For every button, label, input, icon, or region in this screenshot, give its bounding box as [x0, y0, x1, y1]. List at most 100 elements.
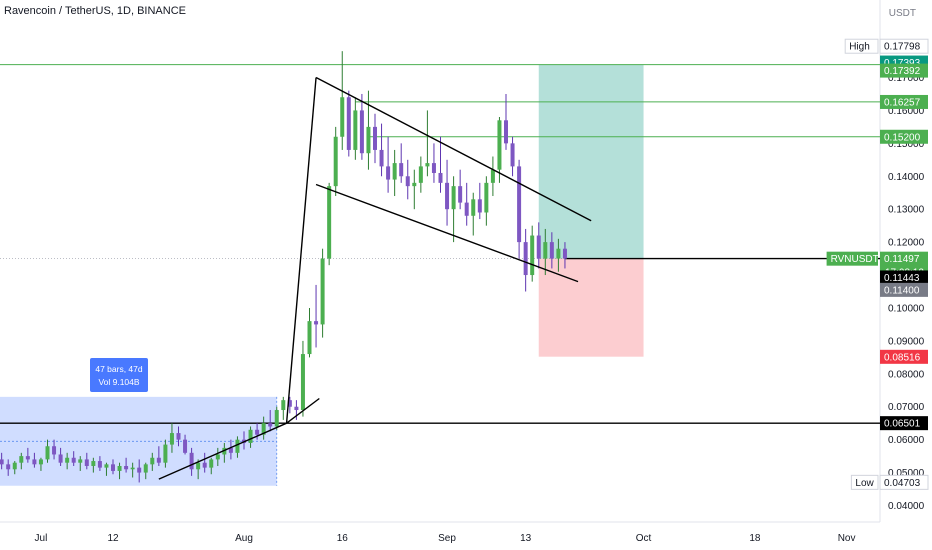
candle-body: [84, 459, 89, 466]
price-tick-label: 0.05000: [888, 468, 925, 479]
candle-body: [281, 400, 286, 411]
price-label-name: Low: [855, 478, 874, 489]
candle-body: [386, 166, 391, 180]
price-label-name-box: [850, 474, 879, 490]
candle-body: [248, 429, 253, 443]
price-label-value: 0.11443: [884, 273, 920, 284]
price-tick-label: 0.17000: [888, 73, 925, 84]
candle-body: [287, 400, 292, 407]
price-label-name: High: [849, 42, 870, 53]
candle-body: [12, 462, 17, 470]
price-tick-label: 0.12000: [888, 238, 925, 249]
candle-body: [183, 439, 188, 453]
candle-body: [78, 459, 83, 463]
candle-body: [117, 465, 122, 471]
price-label-box: [880, 129, 928, 144]
candle-body: [32, 459, 37, 465]
candle-body: [484, 182, 489, 213]
price-tick-label: 0.04000: [888, 501, 925, 512]
candle-body: [392, 163, 397, 180]
candle-body: [490, 169, 495, 183]
candle-body: [300, 354, 305, 411]
candle-body: [412, 182, 417, 187]
candle-body: [65, 457, 70, 463]
time-tick-label: 13: [520, 533, 532, 544]
candle-body: [307, 321, 312, 355]
time-tick-label: Nov: [838, 533, 856, 544]
candle-body: [111, 464, 115, 471]
price-label-box: [879, 38, 929, 54]
candle-body: [124, 465, 129, 470]
price-tick-label: 0.13000: [888, 205, 925, 216]
candle-body: [45, 446, 50, 460]
price-label-value: 0.11400: [884, 285, 920, 296]
price-label-value: 0.11497: [884, 254, 920, 265]
price-label-value: 0.15200: [884, 132, 921, 143]
trendline: [315, 76, 592, 222]
candle-body: [91, 461, 96, 466]
symbol-title: Ravencoin / TetherUS, 1D, BINANCE: [4, 5, 186, 17]
trendline: [158, 422, 287, 480]
candle-body: [497, 120, 502, 170]
time-tick-label: 12: [107, 533, 119, 544]
candle-body: [215, 454, 220, 460]
candle-body: [523, 242, 528, 276]
candle-body: [517, 166, 522, 243]
candle-body: [38, 459, 43, 465]
candle-body: [268, 423, 273, 427]
candle-body: [451, 186, 456, 210]
candle-body: [130, 467, 135, 470]
candle-body: [0, 459, 4, 465]
candle-body: [314, 321, 319, 325]
candle-body: [438, 172, 443, 183]
candle-body: [399, 163, 404, 177]
candle-body: [346, 97, 351, 150]
candle-body: [445, 182, 450, 210]
time-tick-label: 18: [749, 533, 761, 544]
price-label-box: [880, 270, 928, 285]
price-label-value: 0.17392: [884, 66, 921, 77]
time-tick-label: Oct: [636, 533, 652, 544]
range-volume-label: Vol 9.104B: [98, 377, 139, 387]
trendline: [315, 183, 579, 283]
price-label-box: [880, 63, 928, 78]
price-label-box: [880, 94, 928, 109]
candle-body: [471, 199, 476, 216]
candle-body: [359, 110, 364, 154]
price-tick-label: 0.15000: [888, 139, 925, 150]
price-label-value: 0.16257: [884, 97, 921, 108]
candle-body: [379, 149, 384, 167]
candle-body: [274, 410, 279, 427]
candle-body: [150, 457, 155, 465]
time-tick-label: Aug: [235, 533, 253, 544]
candle-body: [6, 464, 11, 470]
price-tick-label: 0.10000: [888, 303, 925, 314]
candle-body: [169, 433, 174, 445]
candle-body: [405, 176, 410, 187]
candle-body: [25, 456, 30, 460]
time-tick-label: Jul: [35, 533, 48, 544]
candle-body: [504, 120, 508, 144]
currency-label: USDT: [889, 8, 916, 19]
candle-body: [255, 429, 260, 435]
candle-body: [353, 110, 358, 150]
price-tick-label: 0.06000: [888, 435, 925, 446]
price-tick-label: 0.08000: [888, 369, 925, 380]
candle-body: [97, 461, 102, 468]
price-tick-label: 0.14000: [888, 172, 925, 183]
price-tick-label: 0.07000: [888, 402, 925, 413]
candle-body: [228, 447, 233, 453]
trendline: [286, 397, 320, 424]
candle-body: [71, 457, 76, 463]
candle-body: [464, 202, 469, 216]
candle-body: [176, 433, 181, 440]
candle-body: [261, 423, 266, 435]
price-label-value: 0.06501: [884, 419, 921, 430]
candle-body: [163, 444, 168, 463]
candle-body: [143, 464, 148, 473]
candle-body: [104, 464, 109, 468]
candle-body: [477, 199, 482, 213]
candle-body: [333, 136, 338, 187]
price-label-name-box: [826, 251, 878, 266]
